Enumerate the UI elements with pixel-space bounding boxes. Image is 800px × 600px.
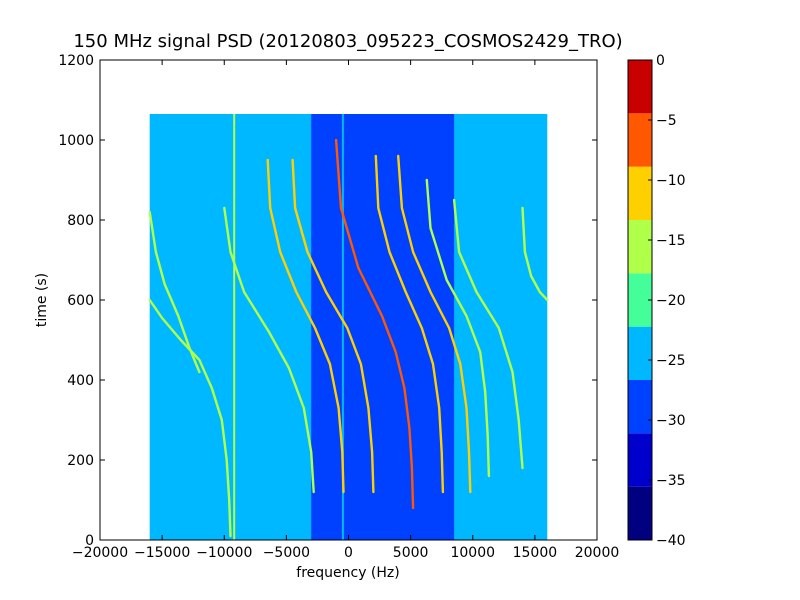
colorbar-tick-label: −20 <box>656 293 686 309</box>
x-tick-label: 15000 <box>513 545 558 561</box>
doppler-track <box>521 206 549 302</box>
y-tick-label: 200 <box>67 453 94 469</box>
doppler-track <box>452 198 524 470</box>
colorbar-segment <box>628 113 652 167</box>
doppler-track <box>266 158 345 494</box>
doppler-track <box>291 158 375 494</box>
y-tick-label: 0 <box>85 533 94 549</box>
doppler-track <box>374 154 445 494</box>
colorbar-segment <box>628 486 652 540</box>
x-axis-label: frequency (Hz) <box>296 565 399 581</box>
colorbar-segment <box>628 326 652 380</box>
colorbar-tick-label: 0 <box>656 53 665 69</box>
colorbar-tick-label: −40 <box>656 533 686 549</box>
colorbar-tick-label: −30 <box>656 413 686 429</box>
heat-central-band <box>311 114 455 540</box>
colorbar-tick-label: −15 <box>656 233 686 249</box>
plot-area: −20000 −15000 −10000 −5000 0 5000 10000 15000 20… <box>58 53 619 561</box>
colorbar-segment <box>628 166 652 220</box>
doppler-track <box>223 206 315 494</box>
x-tick-label: 10000 <box>450 545 495 561</box>
y-tick-label: 600 <box>67 293 94 309</box>
colorbar-segment <box>628 220 652 274</box>
x-tick-label: −5000 <box>263 545 310 561</box>
x-axis-ticks: −20000 −15000 −10000 −5000 0 5000 10000 15000 20… <box>72 60 619 561</box>
colorbar-tick-label: −25 <box>656 353 686 369</box>
colorbar-segment <box>628 380 652 434</box>
colorbar: 0 −5 −10 −15 −20 −25 −30 −35 −40 <box>627 53 686 549</box>
y-tick-label: 800 <box>67 213 94 229</box>
x-tick-label: 0 <box>344 545 353 561</box>
doppler-track <box>148 298 232 538</box>
x-tick-label: −10000 <box>196 545 252 561</box>
x-tick-label: 20000 <box>575 545 620 561</box>
colorbar-segment <box>628 60 652 114</box>
y-axis-ticks: 0 200 400 600 800 1000 1200 <box>58 53 597 549</box>
x-tick-label: −15000 <box>134 545 190 561</box>
heatmap-image <box>148 114 549 540</box>
colorbar-segment <box>628 433 652 487</box>
doppler-track <box>148 210 201 374</box>
y-axis-label: time (s) <box>34 273 50 327</box>
x-tick-label: −20000 <box>72 545 128 561</box>
doppler-track <box>397 154 472 494</box>
x-tick-label: 5000 <box>393 545 429 561</box>
colorbar-tick-label: −5 <box>656 113 677 129</box>
colorbar-tick-label: −10 <box>656 173 686 189</box>
doppler-track <box>334 138 415 510</box>
y-tick-label: 1000 <box>58 133 94 149</box>
y-tick-label: 400 <box>67 373 94 389</box>
doppler-track <box>425 178 491 478</box>
y-tick-label: 1200 <box>58 53 94 69</box>
chart-title: 150 MHz signal PSD (20120803_095223_COSM… <box>73 31 622 52</box>
colorbar-tick-label: −35 <box>656 473 686 489</box>
